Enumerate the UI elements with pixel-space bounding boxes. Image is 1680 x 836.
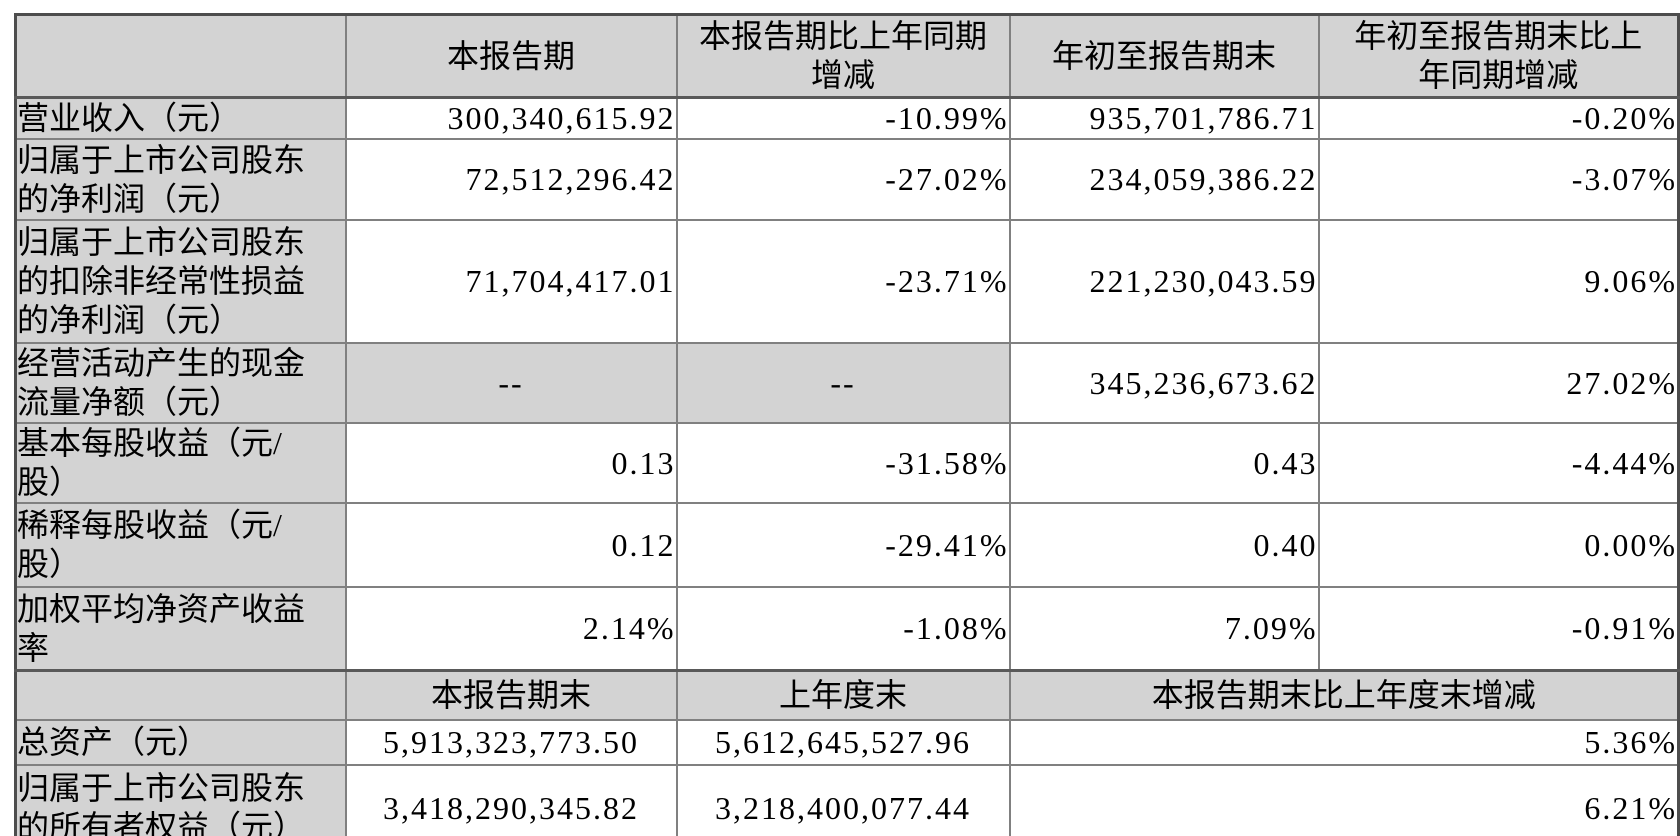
metric-label: 基本每股收益（元/ 股） <box>14 422 347 504</box>
metric-value-current: 2.14% <box>344 586 678 672</box>
metric-value-current: 0.13 <box>344 422 678 504</box>
table-row-shareholders-equity: 归属于上市公司股东 的所有者权益（元） 3,418,290,345.82 3,2… <box>14 764 1680 836</box>
metric-value-ytd: 7.09% <box>1008 586 1320 672</box>
metric-value-prior-year-end: 5,612,645,527.96 <box>675 719 1011 766</box>
metric-value-ytd-yoy: 27.02% <box>1317 342 1680 424</box>
metric-value-current: 71,704,417.01 <box>344 219 678 344</box>
table-row-diluted-eps: 稀释每股收益（元/ 股） 0.12 -29.41% 0.40 0.00% <box>14 502 1680 588</box>
header-corner-cell <box>14 13 347 99</box>
header-period-end-vs-prior-year-end: 本报告期末比上年度末增减 <box>1008 669 1680 721</box>
metric-value-change: 6.21% <box>1008 764 1680 836</box>
table-row-total-assets: 总资产（元） 5,913,323,773.50 5,612,645,527.96… <box>14 719 1680 766</box>
metric-label: 经营活动产生的现金 流量净额（元） <box>14 342 347 424</box>
metric-label: 稀释每股收益（元/ 股） <box>14 502 347 588</box>
metric-value-yoy: -10.99% <box>675 96 1011 140</box>
metric-value-ytd: 0.40 <box>1008 502 1320 588</box>
metric-label: 加权平均净资产收益 率 <box>14 586 347 672</box>
header-period-end: 本报告期末 <box>344 669 678 721</box>
metric-label: 营业收入（元） <box>14 96 347 140</box>
metric-value-ytd: 0.43 <box>1008 422 1320 504</box>
metric-value-ytd-yoy: -4.44% <box>1317 422 1680 504</box>
metric-value-current: 72,512,296.42 <box>344 138 678 221</box>
table-row-weighted-avg-roe: 加权平均净资产收益 率 2.14% -1.08% 7.09% -0.91% <box>14 586 1680 672</box>
metric-value-ytd-yoy: 0.00% <box>1317 502 1680 588</box>
metric-value-yoy: -- <box>675 342 1011 424</box>
metric-value-ytd-yoy: -0.91% <box>1317 586 1680 672</box>
metric-value-current: -- <box>344 342 678 424</box>
table-row-net-profit: 归属于上市公司股东 的净利润（元） 72,512,296.42 -27.02% … <box>14 138 1680 221</box>
metric-value-ytd: 935,701,786.71 <box>1008 96 1320 140</box>
metric-value-ytd: 221,230,043.59 <box>1008 219 1320 344</box>
header-year-to-date-yoy: 年初至报告期末比上 年同期增减 <box>1317 13 1680 99</box>
metric-value-change: 5.36% <box>1008 719 1680 766</box>
metric-label: 归属于上市公司股东 的所有者权益（元） <box>14 764 347 836</box>
metric-value-yoy: -1.08% <box>675 586 1011 672</box>
header-year-to-date: 年初至报告期末 <box>1008 13 1320 99</box>
metric-value-yoy: -27.02% <box>675 138 1011 221</box>
financial-summary-table: 本报告期 本报告期比上年同期 增减 年初至报告期末 年初至报告期末比上 年同期增… <box>14 13 1680 836</box>
metric-value-yoy: -29.41% <box>675 502 1011 588</box>
table-row-net-profit-excl-nonrecurring: 归属于上市公司股东 的扣除非经常性损益 的净利润（元） 71,704,417.0… <box>14 219 1680 344</box>
table-row-basic-eps: 基本每股收益（元/ 股） 0.13 -31.58% 0.43 -4.44% <box>14 422 1680 504</box>
metric-label: 总资产（元） <box>14 719 347 766</box>
table-row-operating-cash-flow: 经营活动产生的现金 流量净额（元） -- -- 345,236,673.62 2… <box>14 342 1680 424</box>
metric-value-yoy: -23.71% <box>675 219 1011 344</box>
header-corner-cell <box>14 669 347 721</box>
metric-value-period-end: 3,418,290,345.82 <box>344 764 678 836</box>
metric-value-ytd-yoy: -3.07% <box>1317 138 1680 221</box>
metric-value-yoy: -31.58% <box>675 422 1011 504</box>
metric-value-ytd: 345,236,673.62 <box>1008 342 1320 424</box>
header-row-period: 本报告期 本报告期比上年同期 增减 年初至报告期末 年初至报告期末比上 年同期增… <box>14 13 1680 99</box>
metric-value-period-end: 5,913,323,773.50 <box>344 719 678 766</box>
table-row-revenue: 营业收入（元） 300,340,615.92 -10.99% 935,701,7… <box>14 96 1680 140</box>
metric-value-current: 0.12 <box>344 502 678 588</box>
metric-label: 归属于上市公司股东 的净利润（元） <box>14 138 347 221</box>
metric-value-current: 300,340,615.92 <box>344 96 678 140</box>
metric-value-ytd-yoy: 9.06% <box>1317 219 1680 344</box>
header-prior-year-end: 上年度末 <box>675 669 1011 721</box>
metric-value-ytd: 234,059,386.22 <box>1008 138 1320 221</box>
metric-label: 归属于上市公司股东 的扣除非经常性损益 的净利润（元） <box>14 219 347 344</box>
metric-value-prior-year-end: 3,218,400,077.44 <box>675 764 1011 836</box>
header-current-period-yoy: 本报告期比上年同期 增减 <box>675 13 1011 99</box>
header-current-period: 本报告期 <box>344 13 678 99</box>
header-row-position: 本报告期末 上年度末 本报告期末比上年度末增减 <box>14 669 1680 721</box>
metric-value-ytd-yoy: -0.20% <box>1317 96 1680 140</box>
